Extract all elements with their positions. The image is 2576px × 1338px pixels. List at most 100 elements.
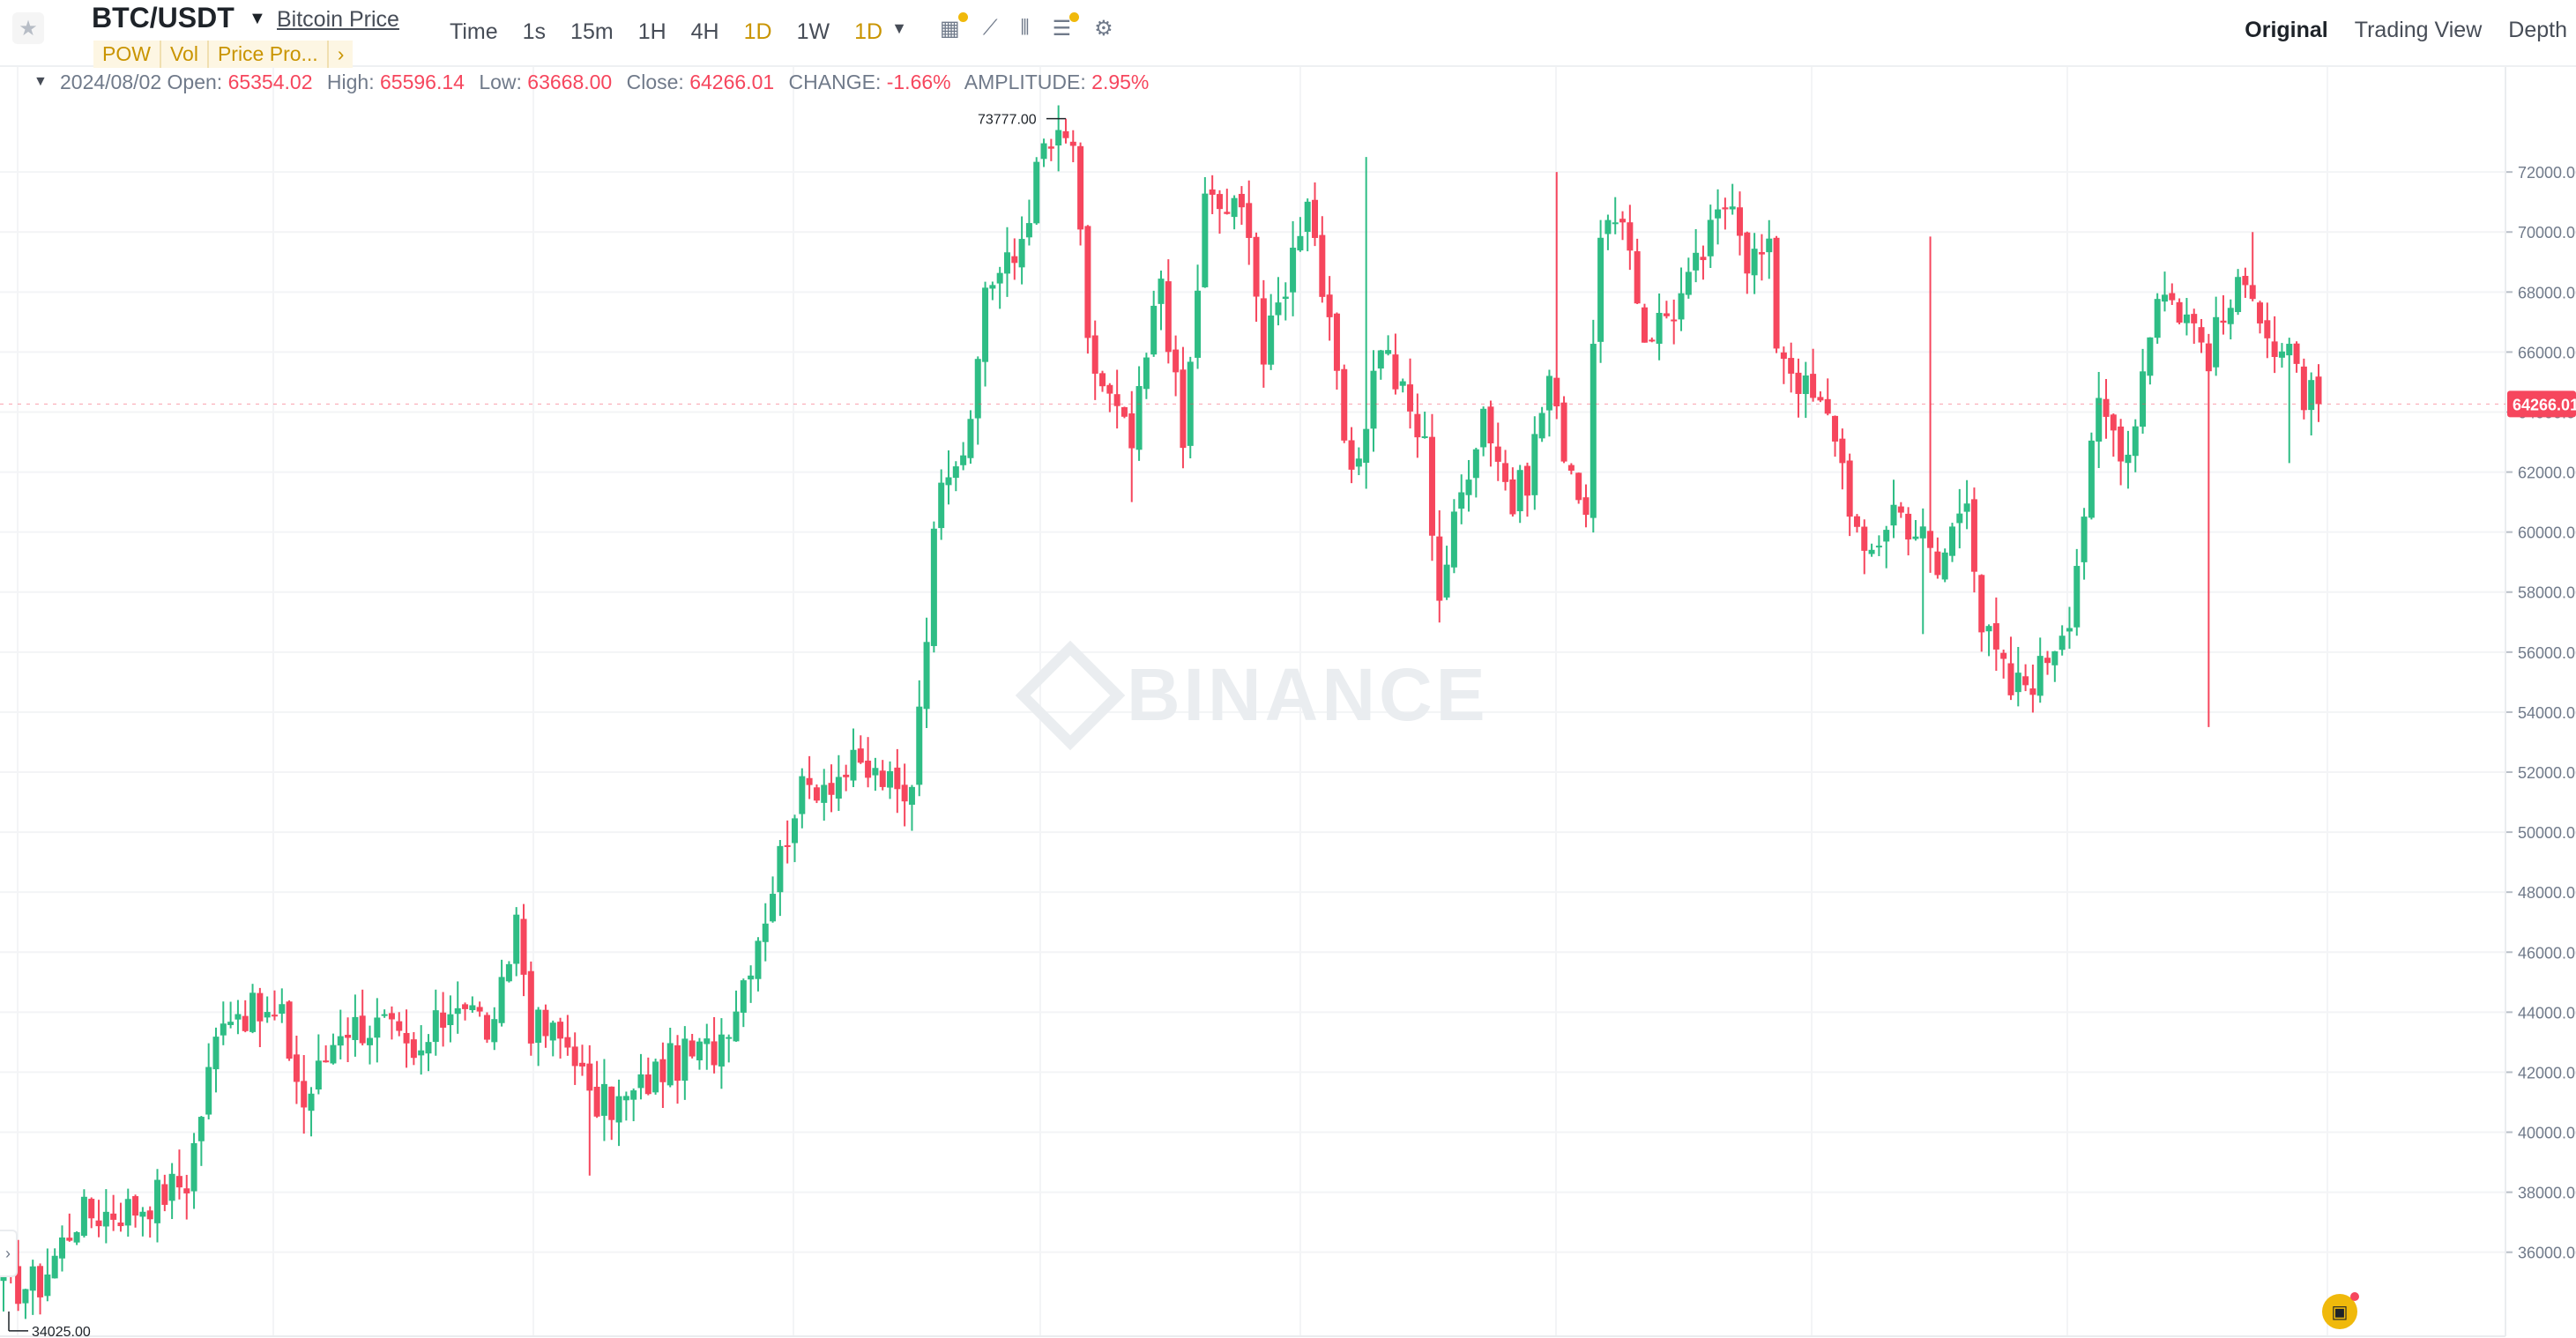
sidebar-expand-chevron-icon[interactable]: › [0, 1230, 18, 1277]
candle-body [2308, 380, 2315, 411]
candle-body [777, 845, 784, 893]
candle-body [1348, 440, 1355, 470]
gear-icon[interactable]: ⚙ [1094, 17, 1113, 41]
tag-price-pro[interactable]: Price Pro... [208, 41, 329, 68]
layout-settings-icon[interactable]: ☰ [1053, 12, 1080, 41]
candle-body [505, 963, 512, 982]
candle-body [410, 1039, 417, 1059]
candle-body [2220, 320, 2227, 323]
interval-chevron-down-icon[interactable]: ▼ [891, 19, 907, 37]
candle-body [1560, 402, 1567, 462]
candle-body [2088, 440, 2095, 518]
candle-body [608, 1086, 615, 1120]
tag-pow[interactable]: POW [93, 41, 161, 68]
candle-body [2169, 293, 2176, 301]
candle-body [1069, 141, 1076, 146]
tab-depth[interactable]: Depth [2508, 18, 2567, 42]
candle-body [301, 1081, 308, 1108]
candle-body [1649, 339, 1656, 342]
symbol-dropdown-icon[interactable]: ▼ [249, 9, 266, 28]
candle-body [168, 1173, 175, 1201]
candle-body [887, 770, 894, 788]
interval-1h[interactable]: 1H [637, 19, 666, 44]
candle-body [2081, 517, 2088, 562]
candle-body [1963, 503, 1970, 512]
candle-body [469, 1005, 476, 1011]
candle-body [1025, 223, 1032, 238]
interval-time[interactable]: Time [450, 19, 498, 44]
candle-body [279, 1004, 286, 1015]
candle-body [1377, 350, 1384, 369]
candle-body [293, 1054, 300, 1082]
top-toolbar: ★ BTC/USDT ▼ Bitcoin Price POW Vol Price… [0, 0, 2576, 68]
candle-body [1978, 575, 1985, 633]
candle-body [1363, 428, 1370, 464]
candle-body [1919, 526, 1926, 539]
bitcoin-price-link[interactable]: Bitcoin Price [277, 7, 399, 32]
candle-body [146, 1210, 153, 1220]
candle-body [1590, 344, 1597, 518]
candle-type-icon[interactable]: ⫴ [1020, 16, 1030, 40]
candle-body [175, 1176, 182, 1188]
candle-body [2140, 371, 2147, 427]
candle-body [1450, 511, 1457, 568]
candle-body [593, 1086, 600, 1117]
interval-1s[interactable]: 1s [522, 19, 547, 44]
candle-body [1875, 546, 1882, 548]
candle-body [960, 455, 967, 465]
candle-body [600, 1083, 607, 1116]
chat-support-button[interactable]: ▣ [2322, 1292, 2359, 1329]
candle-body [2227, 308, 2234, 324]
candle-body [1567, 465, 1575, 471]
candle-body [1700, 256, 1707, 261]
candle-body [696, 1041, 703, 1060]
open-label: Open: [167, 71, 223, 93]
candle-body [1912, 536, 1919, 539]
candle-body [843, 774, 850, 777]
legend-collapse-icon[interactable]: ▼ [34, 74, 48, 89]
candle-body [1744, 232, 1751, 274]
candle-body [908, 786, 915, 805]
high-label: High: [326, 71, 375, 93]
indicator-icon[interactable]: ⟋ [982, 16, 998, 40]
candle-body [1883, 530, 1890, 542]
tab-original[interactable]: Original [2245, 18, 2328, 42]
candle-body [425, 1042, 432, 1054]
interval-more-dropdown[interactable]: 1D [854, 19, 883, 44]
candle-body [1253, 236, 1260, 297]
candle-body [542, 1009, 549, 1037]
calendar-icon[interactable]: ▦ [940, 12, 968, 41]
candle-body [1553, 377, 1560, 407]
change-value: -1.66% [886, 71, 951, 93]
candle-body [1275, 302, 1282, 316]
symbol-title[interactable]: BTC/USDT [92, 2, 235, 33]
candle-body [1722, 207, 1729, 210]
candle-body [1399, 381, 1406, 386]
candle-body [1443, 564, 1450, 598]
candle-body [967, 419, 974, 458]
last-price-label: 64266.01 [2513, 396, 2576, 413]
watermark-text: BINANCE [1127, 653, 1489, 736]
ohlc-date: 2024/08/02 [60, 71, 162, 93]
interval-15m[interactable]: 15m [570, 19, 614, 44]
candle-body [1956, 513, 1963, 524]
tag-vol[interactable]: Vol [160, 41, 209, 68]
candle-body [586, 1063, 593, 1091]
tab-trading-view[interactable]: Trading View [2354, 18, 2483, 42]
candle-body [2264, 320, 2271, 338]
favorite-star-icon[interactable]: ★ [12, 12, 44, 44]
tag-more-icon[interactable]: › [328, 41, 354, 68]
candle-body [1868, 549, 1875, 554]
candle-body [770, 894, 777, 922]
candle-body [894, 767, 901, 790]
candle-body [498, 977, 505, 1023]
candle-body [1304, 201, 1311, 233]
interval-1d[interactable]: 1D [743, 19, 772, 44]
candlestick-chart[interactable]: 72000.0070000.0068000.0066000.0064000.00… [0, 67, 2576, 1338]
candle-body [1165, 281, 1172, 353]
candle-body [242, 1015, 249, 1031]
interval-1w[interactable]: 1W [796, 19, 830, 44]
candle-body [29, 1266, 36, 1291]
candle-body [557, 1022, 564, 1039]
interval-4h[interactable]: 4H [690, 19, 719, 44]
